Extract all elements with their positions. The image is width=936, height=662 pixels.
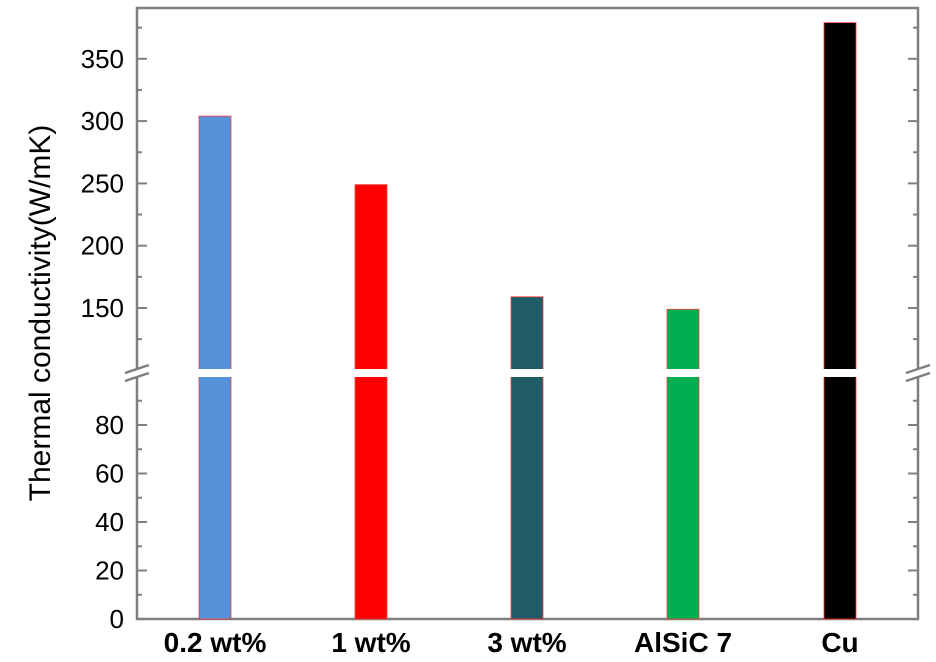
y-tick-label: 0: [110, 604, 124, 634]
x-tick-label: AlSiC 7: [634, 627, 732, 658]
bar-series: [198, 22, 857, 620]
bar: [823, 22, 857, 620]
y-tick-label: 350: [81, 44, 124, 74]
y-tick-label: 40: [95, 507, 124, 537]
y-tick-label: 250: [81, 168, 124, 198]
y-tick-label: 150: [81, 293, 124, 323]
axis-break-marks: [123, 363, 932, 383]
x-tick-label: Cu: [821, 627, 858, 658]
x-tick-labels: 0.2 wt% 1 wt% 3 wt% AlSiC 7 Cu: [164, 627, 859, 658]
break-mark: [905, 371, 931, 383]
x-tick-label: 3 wt%: [487, 627, 566, 658]
break-mark: [124, 363, 150, 375]
y-tick-label: 60: [95, 459, 124, 489]
bar: [666, 308, 700, 620]
x-tick-label: 1 wt%: [331, 627, 410, 658]
bar: [198, 115, 232, 620]
x-tick-label: 0.2 wt%: [164, 627, 267, 658]
bar: [510, 296, 544, 620]
break-mark: [124, 371, 150, 383]
break-gap: [123, 369, 932, 377]
break-mark: [905, 363, 931, 375]
y-axis-title: Thermal conductivity(W/mK): [24, 125, 57, 502]
y-tick-label: 200: [81, 231, 124, 261]
bar: [354, 184, 388, 620]
y-tick-label: 300: [81, 106, 124, 136]
y-tick-label: 80: [95, 410, 124, 440]
y-tick-labels: 0 20 40 60 80 150 200 250 300 350: [81, 44, 124, 634]
y-tick-label: 20: [95, 556, 124, 586]
